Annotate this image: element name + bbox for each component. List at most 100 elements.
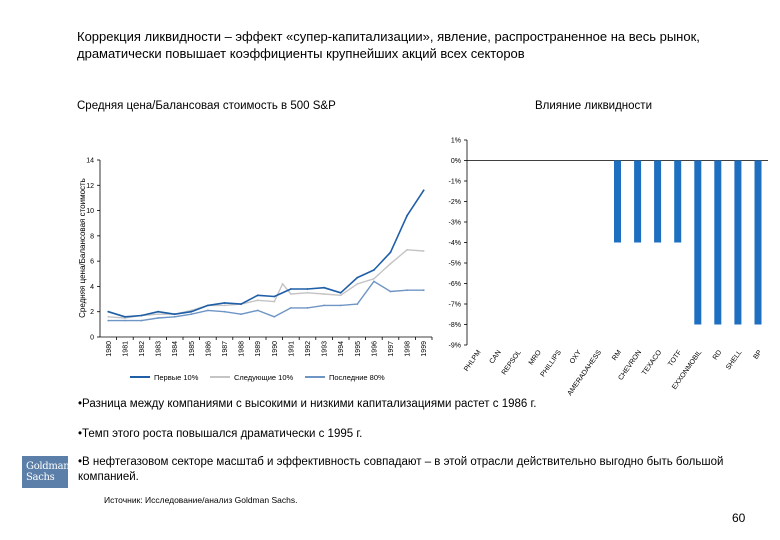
data-point-s2 xyxy=(256,299,259,302)
x-tick-label: 1981 xyxy=(122,341,129,357)
data-point-s3 xyxy=(323,304,325,307)
bar-y-tick-label: -6% xyxy=(449,281,461,288)
bar-y-tick-label: -7% xyxy=(449,302,461,309)
bar-y-tick-label: -3% xyxy=(449,220,461,227)
bar-shell xyxy=(734,160,742,325)
bar-y-tick-label: 1% xyxy=(451,138,461,145)
x-tick-label: 1983 xyxy=(156,341,163,357)
data-point-s2 xyxy=(406,248,408,251)
x-tick-label: 1989 xyxy=(255,341,262,357)
bar-y-tick-label: 0% xyxy=(451,158,461,165)
bar-y-tick-label: -9% xyxy=(449,343,461,350)
bar-texaco xyxy=(654,160,662,243)
page-number: 60 xyxy=(732,511,746,525)
data-point-s1 xyxy=(406,214,408,217)
data-point-s3 xyxy=(256,309,259,312)
line-chart-title: Средняя цена/Балансовая стоимость в 500 … xyxy=(77,100,336,112)
source-note: Источник: Исследование/анализ Goldman Sa… xyxy=(104,495,298,505)
bar-rm xyxy=(614,160,621,243)
bar-exxonmobil xyxy=(694,160,702,325)
legend-label-3: Последние 80% xyxy=(329,373,385,382)
y-tick-label: 10 xyxy=(86,208,94,215)
data-point-s3 xyxy=(406,289,408,292)
bar-totf xyxy=(674,160,682,243)
bar-category-label: REPSOL xyxy=(501,349,523,376)
data-point-s1 xyxy=(107,310,110,313)
data-point-s2 xyxy=(290,293,292,295)
data-point-s2 xyxy=(339,294,342,297)
data-point-s2 xyxy=(306,291,309,294)
bar-y-tick-label: -8% xyxy=(449,322,461,329)
x-tick-label: 1991 xyxy=(288,341,295,357)
x-tick-label: 1995 xyxy=(355,341,362,357)
x-tick-label: 1997 xyxy=(388,341,395,357)
x-tick-label: 1994 xyxy=(338,341,345,357)
bar-y-tick-label: -1% xyxy=(449,179,461,186)
data-point-s1 xyxy=(306,288,309,290)
bar-category-label: TOTF xyxy=(667,349,683,368)
x-tick-label: 1999 xyxy=(421,341,428,357)
logo-line-2: Sachs xyxy=(26,472,55,483)
bar-chevron xyxy=(634,160,642,243)
bullet-1: •Разница между компаниями с высокими и н… xyxy=(78,398,537,410)
bar-category-label: BP xyxy=(753,349,764,361)
data-point-s1 xyxy=(124,315,126,318)
data-point-s3 xyxy=(207,309,209,312)
bullet-3: •В нефтегазовом секторе масштаб и эффект… xyxy=(78,456,724,483)
series-line-1 xyxy=(108,189,425,318)
x-tick-label: 1980 xyxy=(106,341,113,357)
bar-category-label: MRO xyxy=(528,349,543,367)
data-point-s3 xyxy=(124,319,126,322)
data-point-s1 xyxy=(173,313,176,316)
y-tick-label: 14 xyxy=(86,158,94,165)
bar-category-label: SHELL xyxy=(725,349,744,371)
bar-y-tick-label: -5% xyxy=(449,261,461,268)
data-point-s3 xyxy=(306,307,309,309)
data-point-s1 xyxy=(157,310,160,313)
x-tick-label: 1985 xyxy=(189,341,196,357)
data-point-s2 xyxy=(273,300,276,303)
goldman-sachs-logo: Goldman Sachs xyxy=(22,456,70,488)
data-point-s1 xyxy=(140,314,143,317)
bar-category-label: RM xyxy=(611,349,623,362)
data-point-s1 xyxy=(356,276,359,279)
data-point-s2 xyxy=(356,283,359,285)
data-point-s3 xyxy=(339,304,342,307)
data-point-s2 xyxy=(281,283,284,285)
data-point-s3 xyxy=(140,319,143,322)
data-point-s3 xyxy=(356,303,359,305)
x-tick-label: 1982 xyxy=(139,341,146,357)
bar-category-label: CAN xyxy=(489,349,503,365)
data-point-s3 xyxy=(173,315,176,318)
x-tick-label: 1993 xyxy=(322,341,329,357)
data-point-s1 xyxy=(190,310,193,313)
bar-rd xyxy=(714,160,722,325)
data-point-s2 xyxy=(223,304,226,307)
data-point-s3 xyxy=(107,319,110,322)
y-tick-label: 2 xyxy=(90,309,94,316)
data-point-s2 xyxy=(373,277,375,280)
x-tick-label: 1992 xyxy=(305,341,312,357)
bullet-2: •Темп этого роста повышался драматически… xyxy=(78,428,363,440)
series-line-3 xyxy=(108,280,424,322)
bar-category-label: OXY xyxy=(569,349,583,365)
x-tick-label: 1988 xyxy=(239,341,246,357)
bar-chart-title: Влияние ликвидности xyxy=(535,100,652,112)
bar-category-label: RD xyxy=(712,349,724,361)
bar-category-label: PHLPM xyxy=(463,349,483,373)
x-tick-label: 1987 xyxy=(222,341,229,357)
y-tick-label: 12 xyxy=(86,183,94,190)
data-point-s3 xyxy=(223,310,226,313)
data-point-s1 xyxy=(373,269,375,271)
data-point-s2 xyxy=(107,315,110,318)
x-tick-label: 1996 xyxy=(371,341,378,357)
data-point-s2 xyxy=(323,293,325,295)
data-point-s3 xyxy=(373,280,375,283)
data-point-s1 xyxy=(339,291,342,294)
bar-category-label: PHILLIPS xyxy=(540,349,564,378)
x-tick-label: 1990 xyxy=(272,341,279,357)
x-tick-label: 1986 xyxy=(205,341,212,357)
logo-line-1: Goldman xyxy=(26,461,70,472)
data-point-s1 xyxy=(207,304,209,307)
data-point-s1 xyxy=(389,251,392,254)
